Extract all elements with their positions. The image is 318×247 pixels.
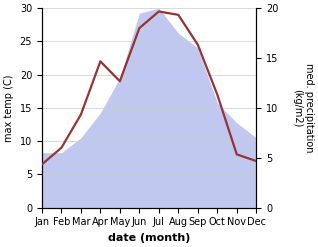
Y-axis label: max temp (C): max temp (C): [4, 74, 14, 142]
Y-axis label: med. precipitation
(kg/m2): med. precipitation (kg/m2): [292, 63, 314, 153]
X-axis label: date (month): date (month): [108, 233, 190, 243]
